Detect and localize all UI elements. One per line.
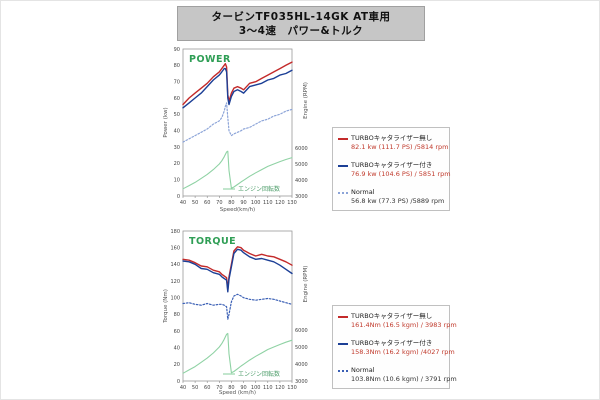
chart-title: TORQUE [189,236,236,247]
y2-tick-label: 3000 [295,194,308,200]
series-line-2 [182,293,293,320]
x-tick-label: 110 [263,385,273,391]
y2-tick-label: 6000 [295,328,308,334]
y-tick-label: 60 [174,329,180,335]
legend-value: 56.8 kw (77.3 PS) /5889 rpm [351,197,445,205]
y-tick-label: 70 [174,79,180,85]
title-box: タービンTF035HL-14GK AT車用 3〜4速 パワー&トルク [177,6,425,41]
inplot-legend-label: エンジン回転数 [238,370,280,378]
x-axis-title: Speed (km/h) [219,390,256,396]
series-line-0 [182,61,293,106]
series-line-3 [182,150,293,190]
y-tick-label: 40 [174,128,180,134]
legend-item: TURBOキャタライザー付き 76.9 kw (104.6 PS) / 5851… [338,161,451,179]
legend-label: Normal [351,366,375,374]
y-tick-label: 60 [174,96,180,102]
legend-item: Normal 56.8 kw (77.3 PS) /5889 rpm [338,188,445,206]
plot-frame [182,48,293,197]
y-tick-label: 160 [170,245,180,251]
legend-label: TURBOキャタライザー付き [351,161,433,169]
y2-axis-title: Engine (RPM) [303,82,309,119]
x-tick-label: 60 [204,200,210,206]
y-tick-label: 180 [170,229,180,235]
y-axis-title: Power (kw) [163,107,169,137]
y-tick-label: 100 [170,295,180,301]
y-tick-label: 90 [174,47,180,53]
dotted-line-marker-icon [338,192,348,194]
legend-value: 82.1 kw (111.7 PS) /5814 rpm [351,143,449,151]
x-tick-label: 130 [287,200,297,206]
x-tick-label: 120 [275,200,285,206]
y-tick-label: 10 [174,177,180,183]
x-tick-label: 40 [180,385,186,391]
legend-item: TURBOキャタライザー無し 161.4Nm (16.5 kgm) / 3983… [338,312,457,330]
red-line-marker-icon [338,316,348,318]
red-line-marker-icon [338,138,348,140]
legend-value: 161.4Nm (16.5 kgm) / 3983 rpm [351,321,457,329]
y-tick-label: 40 [174,345,180,351]
title-line-2: 3〜4速 パワー&トルク [238,24,364,37]
x-tick-label: 80 [228,385,234,391]
dotted-line-marker-icon [338,370,348,372]
y2-tick-label: 5000 [295,162,308,168]
series-line-2 [182,102,293,143]
power-chart: 40 50 60 70 80 90 100 110 120 130 0 10 20 30 40 50 60 70 8… [163,47,309,213]
chart-title: POWER [189,54,231,65]
y-tick-label: 80 [174,312,180,318]
y2-tick-label: 5000 [295,345,308,351]
y-axis-title: Torque (Nm) [163,289,169,324]
y-tick-label: 80 [174,63,180,69]
torque-chart: 40 50 60 70 80 90 100 110 120 1300204060801001201… [163,229,309,396]
legend-label: TURBOキャタライザー付き [351,339,433,347]
legend-value: 103.8Nm (10.6 kgm) / 3791 rpm [351,375,457,383]
legend-label: TURBOキャタライザー無し [351,134,433,142]
torque-legend-box: TURBOキャタライザー無し 161.4Nm (16.5 kgm) / 3983… [332,305,457,389]
plot-frame [182,230,293,382]
legend-item: Normal 103.8Nm (10.6 kgm) / 3791 rpm [338,366,457,384]
legend-item: TURBOキャタライザー付き 158.3Nm (16.2 kgm) /4027 … [338,339,455,357]
series-line-1 [182,248,293,293]
x-tick-label: 50 [192,200,198,206]
y-tick-label: 120 [170,279,180,285]
series-line-1 [182,67,293,109]
y2-tick-label: 4000 [295,362,308,368]
y-tick-label: 20 [174,161,180,167]
x-tick-label: 60 [204,385,210,391]
legend-label: TURBOキャタライザー無し [351,312,433,320]
inplot-legend-label: エンジン回転数 [238,185,280,193]
x-tick-label: 40 [180,200,186,206]
x-tick-label: 70 [216,200,222,206]
y2-tick-label: 4000 [295,178,308,184]
power-legend-box: TURBOキャタライザー無し 82.1 kw (111.7 PS) /5814 … [332,127,451,211]
y-tick-label: 30 [174,145,180,151]
x-tick-label: 120 [275,385,285,391]
legend-label: Normal [351,188,375,196]
y-tick-label: 0 [177,379,180,385]
legend-value: 76.9 kw (104.6 PS) / 5851 rpm [351,170,451,178]
series-line-3 [182,332,293,374]
x-tick-label: 100 [251,200,261,206]
y-tick-label: 0 [177,194,180,200]
x-axis-title: Speed(km/h) [220,207,255,213]
legend-value: 158.3Nm (16.2 kgm) /4027 rpm [351,348,455,356]
title-line-1: タービンTF035HL-14GK AT車用 [211,10,391,23]
x-tick-label: 110 [263,200,273,206]
legend-item: TURBOキャタライザー無し 82.1 kw (111.7 PS) /5814 … [338,134,449,152]
x-tick-label: 90 [240,385,246,391]
y2-tick-label: 6000 [295,146,308,152]
y-tick-label: 50 [174,112,180,118]
y2-tick-label: 3000 [295,379,308,385]
blue-line-marker-icon [338,165,348,167]
x-tick-label: 130 [287,385,297,391]
x-tick-label: 70 [216,385,222,391]
y-tick-label: 140 [170,262,180,268]
x-tick-label: 80 [228,200,234,206]
y-tick-label: 20 [174,362,180,368]
blue-line-marker-icon [338,343,348,345]
y2-axis-title: Engine (RPM) [303,266,309,303]
x-tick-label: 100 [251,385,261,391]
x-tick-label: 50 [192,385,198,391]
x-tick-label: 90 [240,200,246,206]
